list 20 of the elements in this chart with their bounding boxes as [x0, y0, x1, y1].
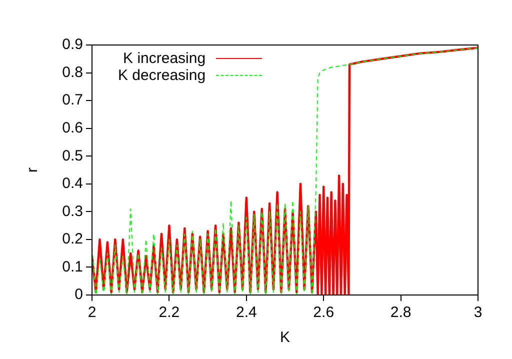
- x-axis-title: K: [280, 329, 290, 346]
- x-tick-label: 3: [474, 304, 482, 322]
- y-tick-label: 0.1: [62, 258, 83, 276]
- y-tick-label: 0.5: [62, 147, 83, 164]
- legend-label: K decreasing: [118, 67, 206, 84]
- y-axis-title: r: [24, 168, 42, 172]
- x-tick-label: 2.6: [313, 304, 334, 322]
- x-tick-label: 2.8: [390, 304, 412, 322]
- y-tick-label: 0.4: [62, 175, 83, 192]
- legend-label: K increasing: [123, 50, 206, 67]
- y-tick-label: 0.9: [62, 36, 83, 54]
- y-tick-label: 0.6: [62, 119, 83, 136]
- y-tick-label: 0: [74, 286, 83, 304]
- y-tick-label: 0.3: [62, 202, 83, 220]
- x-tick-label: 2.4: [236, 304, 257, 322]
- y-tick-label: 0.2: [62, 230, 83, 248]
- y-tick-label: 0.8: [62, 64, 83, 81]
- x-tick-label: 2: [88, 304, 96, 322]
- x-tick-label: 2.2: [158, 304, 180, 322]
- y-tick-label: 0.7: [62, 92, 83, 109]
